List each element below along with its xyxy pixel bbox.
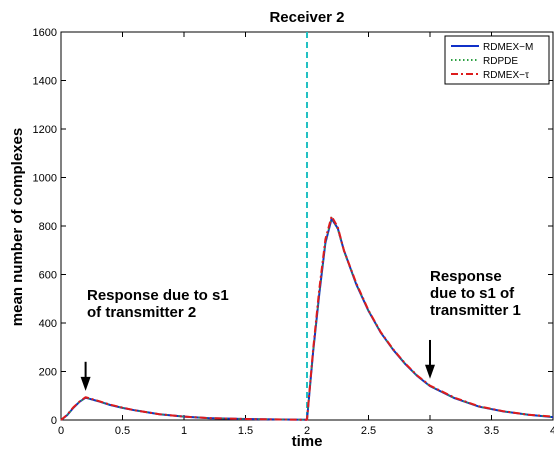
annotation-text-1: Response due to s1 <box>87 287 229 304</box>
y-tick-label: 400 <box>39 318 57 330</box>
y-tick-label: 0 <box>51 415 57 427</box>
x-tick-label: 3 <box>427 425 433 437</box>
annotation-arrow-head-1 <box>80 376 91 391</box>
x-tick-label: 1.5 <box>238 425 253 437</box>
y-tick-label: 800 <box>39 221 57 233</box>
legend-box <box>444 35 550 85</box>
legend-entry: RDMEX−τ <box>483 70 529 81</box>
x-tick-label: 2 <box>304 425 310 437</box>
annotation-text-2: transmitter 1 <box>430 302 521 319</box>
y-tick-label: 1200 <box>33 124 57 136</box>
chart-title: Receiver 2 <box>269 9 344 26</box>
annotation-text-2: Response <box>430 268 502 285</box>
annotation-text-2: due to s1 of <box>430 285 515 302</box>
x-axis-label: time <box>292 433 323 450</box>
x-tick-label: 0.5 <box>115 425 130 437</box>
y-tick-label: 200 <box>39 367 57 379</box>
annotation-arrow-head-2 <box>425 364 435 379</box>
series-line-2 <box>60 215 554 421</box>
y-tick-label: 1600 <box>33 27 57 39</box>
plot-area: 0 0.5 1 1.5 2 2.5 3 3.5 4 0 200 400 600 800 1000 1200 14… <box>33 27 554 437</box>
x-tick-label: 0 <box>58 425 64 437</box>
x-tick-label: 2.5 <box>361 425 376 437</box>
y-tick-label: 1400 <box>33 76 57 88</box>
y-tick-label: 600 <box>39 270 57 282</box>
annotation-text-1: of transmitter 2 <box>87 304 196 321</box>
legend-entry: RDMEX−M <box>483 42 533 53</box>
legend: RDMEX−M RDPDE RDMEX−τ <box>444 35 550 85</box>
x-tick-label: 3.5 <box>484 425 499 437</box>
x-tick-label: 1 <box>181 425 187 437</box>
y-tick-label: 1000 <box>33 173 57 185</box>
legend-entry: RDPDE <box>483 56 518 67</box>
x-tick-label: 4 <box>550 425 554 437</box>
y-axis-label: mean number of complexes <box>9 128 26 326</box>
